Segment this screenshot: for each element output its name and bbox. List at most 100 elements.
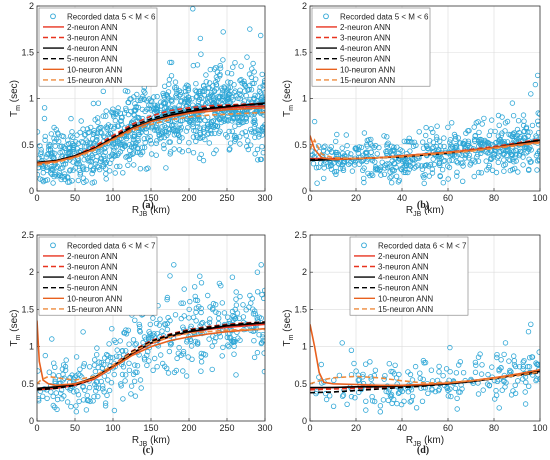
data-point	[238, 92, 244, 99]
data-point	[515, 169, 521, 175]
data-point	[360, 167, 366, 173]
data-point	[81, 144, 88, 150]
data-point	[102, 113, 109, 119]
data-point	[52, 171, 58, 178]
data-point	[475, 391, 482, 397]
data-point	[91, 357, 98, 363]
x-tick-label: 0	[307, 193, 312, 203]
data-point	[42, 137, 48, 143]
data-point	[390, 369, 396, 375]
data-point	[250, 311, 257, 317]
data-point	[147, 321, 153, 328]
data-point	[230, 317, 236, 323]
data-point	[160, 92, 167, 99]
data-point	[164, 326, 171, 333]
data-point	[153, 152, 159, 158]
data-point	[213, 309, 219, 315]
data-point	[443, 366, 450, 372]
data-point	[381, 133, 387, 139]
data-point	[114, 163, 120, 170]
data-point	[103, 108, 109, 114]
data-point	[237, 293, 243, 300]
data-point	[259, 143, 265, 150]
data-point	[204, 131, 211, 138]
data-point	[46, 369, 52, 375]
data-point	[372, 367, 379, 373]
data-point	[421, 360, 427, 366]
data-point	[258, 262, 264, 268]
data-point	[211, 150, 217, 157]
data-point	[509, 166, 516, 173]
data-point	[175, 350, 181, 356]
data-point	[504, 118, 511, 125]
data-point	[533, 360, 539, 366]
data-point	[159, 328, 165, 334]
y-tick-label: 1.5	[21, 304, 34, 314]
data-point	[512, 382, 518, 388]
data-point	[352, 395, 358, 401]
data-point	[445, 163, 451, 169]
data-point	[413, 405, 420, 411]
data-point	[83, 137, 89, 143]
data-point	[177, 127, 184, 133]
data-point	[121, 330, 127, 336]
data-point	[137, 377, 144, 383]
data-point	[50, 402, 56, 409]
data-point	[198, 151, 204, 158]
data-point	[103, 144, 109, 150]
data-point	[388, 368, 394, 375]
data-point	[334, 131, 340, 138]
data-point	[174, 131, 180, 137]
data-point	[170, 125, 176, 132]
data-point	[208, 118, 215, 125]
data-point	[204, 292, 211, 299]
data-point	[529, 354, 536, 360]
data-point	[167, 273, 173, 279]
data-point	[238, 76, 244, 83]
data-point	[471, 124, 477, 130]
data-point	[200, 83, 207, 89]
data-point	[526, 383, 532, 389]
data-point	[407, 399, 413, 405]
y-tick-label: 0.5	[21, 379, 34, 389]
data-point	[373, 142, 379, 149]
series-line-n10	[37, 107, 265, 165]
data-point	[165, 370, 172, 376]
data-point	[130, 150, 137, 156]
data-point	[111, 337, 117, 343]
data-point	[137, 149, 143, 156]
data-point	[220, 29, 226, 35]
legend-label-n3: 3-neuron ANN	[67, 34, 118, 43]
data-point	[114, 347, 120, 353]
data-point	[419, 166, 426, 172]
data-point	[110, 109, 116, 116]
data-point	[62, 367, 69, 373]
data-point	[362, 149, 369, 156]
data-point	[363, 407, 369, 413]
data-point	[128, 383, 135, 389]
data-point	[463, 130, 469, 136]
data-point	[171, 146, 177, 152]
data-point	[233, 296, 239, 302]
data-point	[104, 392, 110, 399]
y-tick-label: 0.5	[294, 379, 307, 389]
data-point	[507, 367, 513, 374]
data-point	[192, 87, 198, 93]
data-point	[226, 335, 233, 341]
data-point	[519, 149, 525, 155]
data-point	[437, 162, 443, 168]
data-point	[243, 307, 249, 313]
data-point	[361, 175, 367, 182]
data-point	[183, 128, 190, 134]
data-point	[206, 80, 213, 86]
data-point	[356, 161, 362, 167]
data-point	[420, 145, 427, 151]
data-point	[224, 334, 230, 340]
legend-label-n3: 3-neuron ANN	[67, 263, 118, 272]
data-point	[66, 150, 73, 156]
data-point	[453, 142, 459, 149]
data-point	[161, 145, 167, 152]
y-tick-label: 0	[29, 186, 34, 196]
data-point	[214, 76, 221, 83]
